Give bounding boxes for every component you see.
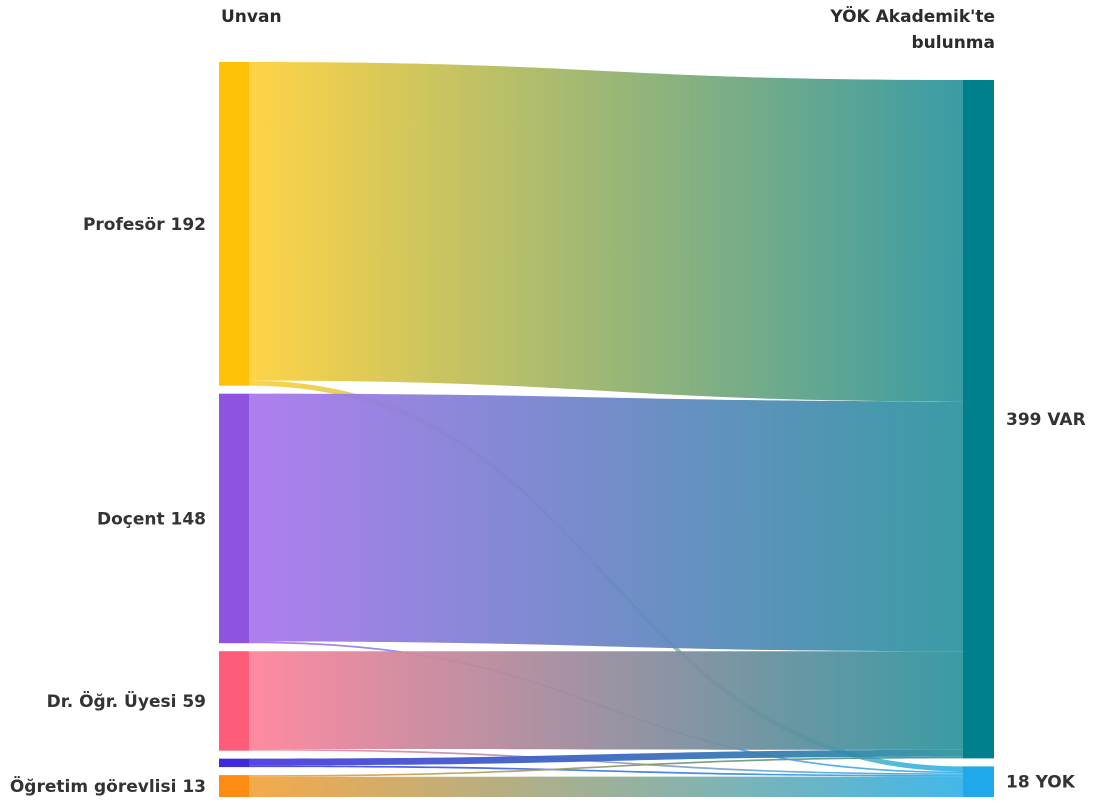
right-column-header-line-2: bulunma bbox=[912, 33, 996, 53]
left-node-profesor bbox=[219, 62, 249, 386]
left-column-header: Unvan bbox=[221, 7, 282, 27]
right-node-label: 18 YOK bbox=[1006, 773, 1076, 793]
right-node-var bbox=[963, 80, 994, 759]
left-node-label: Dr. Öğr. Üyesi 59 bbox=[47, 690, 206, 712]
link-docent-to-var bbox=[249, 393, 963, 652]
link-node-3-to-var bbox=[249, 749, 963, 766]
left-node-label: Doçent 148 bbox=[97, 509, 206, 529]
sankey-labels: Profesör 192 Doçent 148 Dr. Öğr. Üyesi 59 Ö… bbox=[10, 215, 1086, 797]
left-node-dr-ogr-uyesi-59 bbox=[219, 651, 249, 751]
link-profesor-to-var bbox=[249, 62, 963, 402]
left-node-label: Öğretim görevlisi 13 bbox=[10, 775, 206, 797]
link-ogretim-gorevlisi-to-var bbox=[249, 756, 963, 777]
link-node-3-to-yok bbox=[249, 765, 963, 777]
link-node-2-to-yok bbox=[249, 748, 963, 775]
left-node-ogretim-gorevlisi bbox=[219, 775, 249, 797]
link-node-2-to-var bbox=[249, 651, 963, 750]
right-node-yok bbox=[963, 766, 994, 797]
left-node-label: Profesör 192 bbox=[83, 215, 206, 235]
sankey-links bbox=[249, 62, 963, 797]
sankey-nodes bbox=[219, 62, 994, 797]
link-ogretim-gorevlisi-to-yok bbox=[249, 776, 963, 797]
right-column-header-line-1: YÖK Akademik'te bbox=[829, 5, 995, 27]
left-node-node-3 bbox=[219, 758, 249, 768]
chart-headers: Unvan YÖK Akademik'te bulunma bbox=[221, 5, 995, 53]
right-node-label: 399 VAR bbox=[1006, 410, 1086, 430]
left-node-docent bbox=[219, 393, 249, 644]
